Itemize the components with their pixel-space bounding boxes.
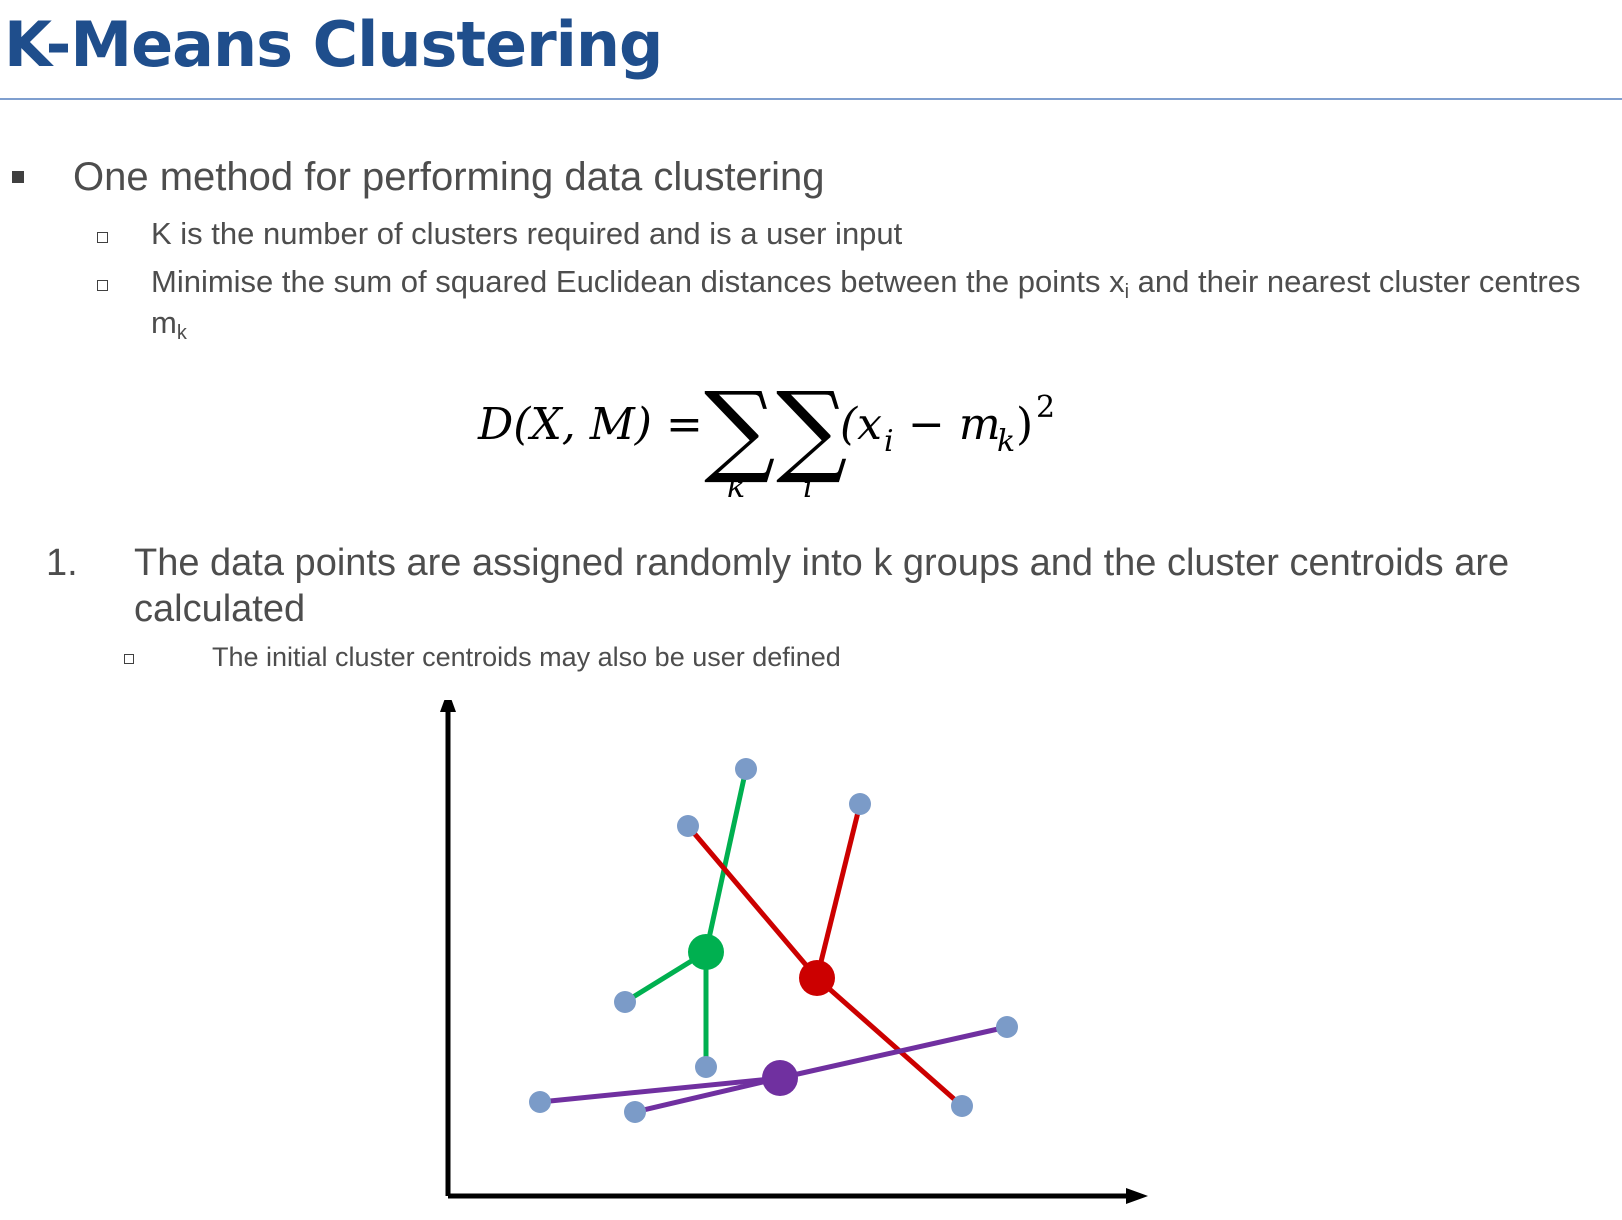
sum-index-k: k	[727, 470, 745, 505]
equation-power: 2	[1036, 390, 1055, 425]
data-point	[849, 793, 871, 815]
kmeans-objective-equation: D(X, M) = ∑ k ∑ i (x i − m k ) 2	[477, 375, 1055, 505]
equation-term-open: (x	[840, 399, 882, 450]
data-point	[695, 1056, 717, 1078]
x-axis-arrow-icon	[1126, 1188, 1148, 1204]
sigma-i-icon: ∑	[776, 375, 847, 487]
y-axis-arrow-icon	[440, 700, 456, 712]
data-points	[529, 758, 1018, 1123]
red-centroid	[799, 960, 835, 996]
data-point	[996, 1016, 1018, 1038]
slide-title: K-Means Clustering	[4, 8, 663, 81]
step-number: 1.	[46, 542, 78, 584]
equation-sub-k: k	[997, 424, 1015, 459]
sum-index-i: i	[803, 470, 813, 505]
data-point	[735, 758, 757, 780]
equation-sub-i: i	[884, 424, 894, 459]
hollow-square-bullet-icon	[97, 280, 108, 291]
title-divider	[0, 98, 1622, 100]
square-bullet-icon	[12, 171, 24, 183]
hollow-square-bullet-icon	[124, 654, 134, 664]
sub-bullet-minimise-text: Minimise the sum of squared Euclidean di…	[151, 264, 1581, 344]
data-point	[677, 815, 699, 837]
equation-lhs: D(X, M) =	[477, 399, 703, 450]
equation-close: )	[1016, 399, 1033, 450]
data-point	[614, 991, 636, 1013]
hollow-square-bullet-icon	[97, 232, 108, 243]
sigma-k-icon: ∑	[704, 375, 775, 487]
sub-bullet-k-text: K is the number of clusters required and…	[151, 216, 903, 251]
data-point	[624, 1101, 646, 1123]
green-cluster-links	[623, 768, 749, 1067]
data-point	[529, 1091, 551, 1113]
axes	[445, 704, 1132, 1199]
equation-minus-m: − m	[908, 399, 1001, 450]
sub-bullet-initial-text: The initial cluster centroids may also b…	[212, 642, 841, 672]
red-cluster-links	[686, 803, 964, 1108]
data-point	[951, 1095, 973, 1117]
bullet-main-text: One method for performing data clusterin…	[73, 155, 825, 199]
clustering-diagram	[440, 700, 1148, 1204]
step-text: The data points are assigned randomly in…	[134, 542, 1510, 630]
purple-centroid	[762, 1060, 798, 1096]
purple-cluster-links	[539, 1024, 1008, 1115]
green-centroid	[688, 934, 724, 970]
